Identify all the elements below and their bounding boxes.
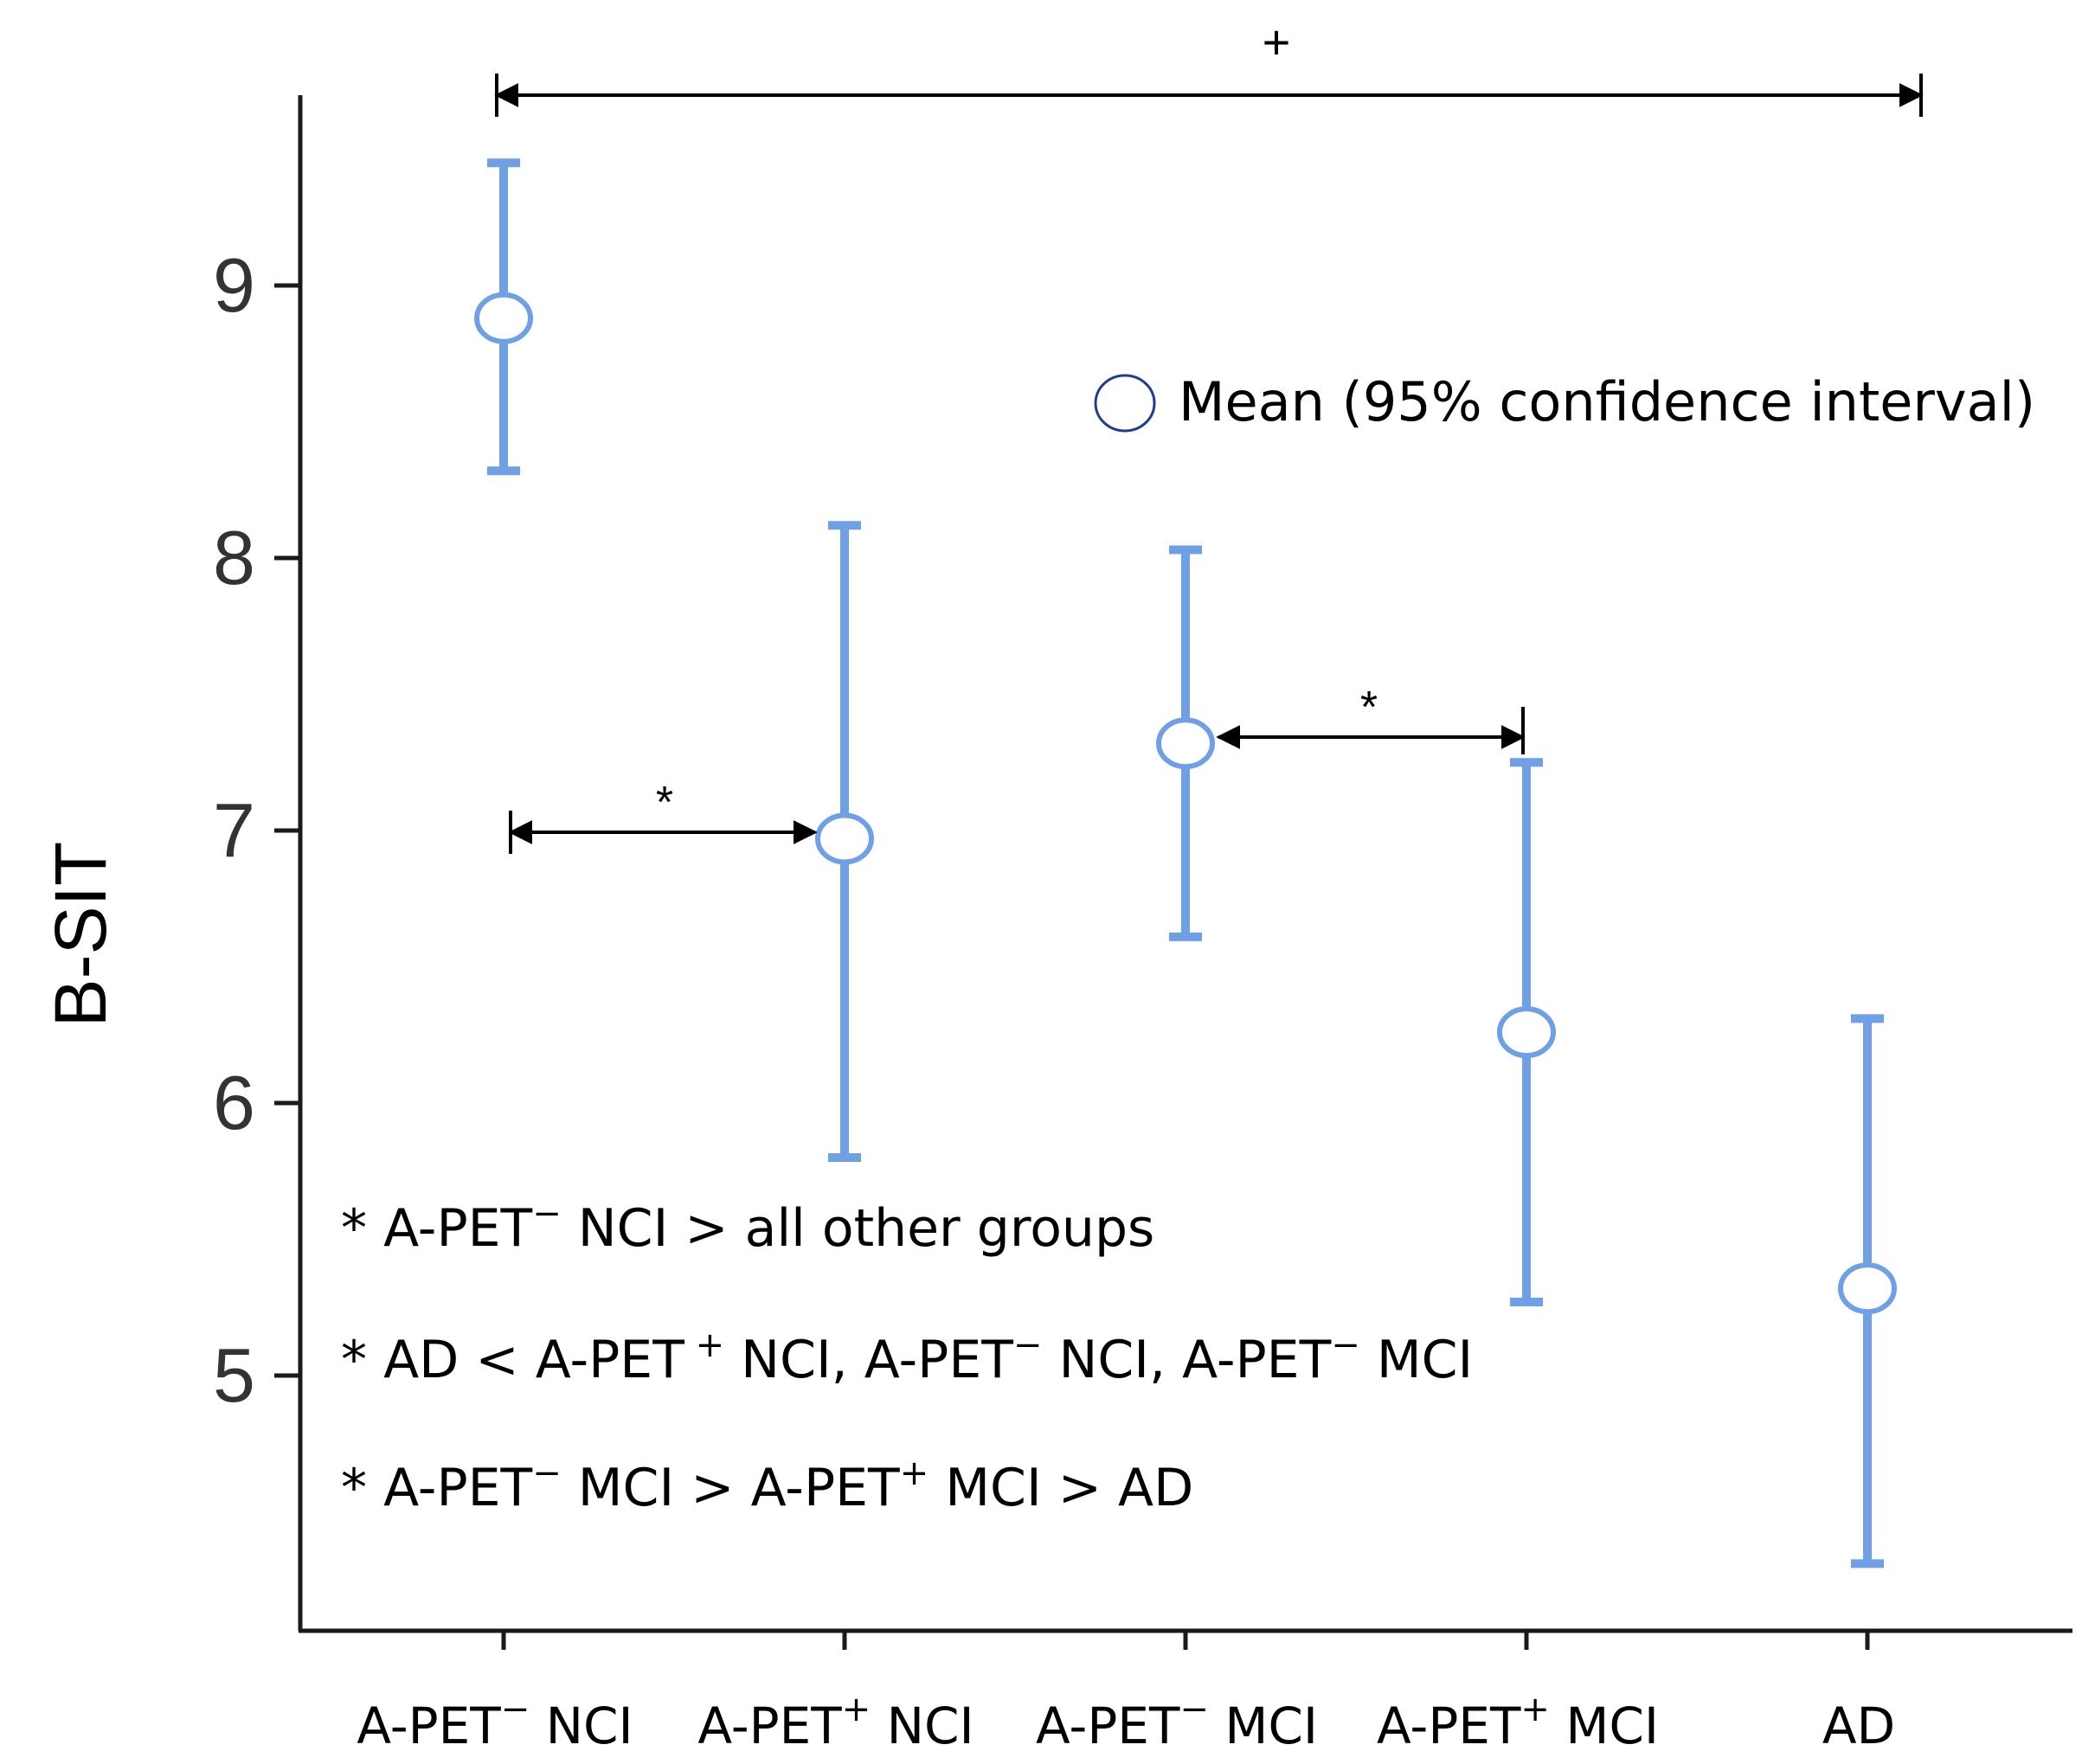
x-tick-label-1: A-PET− NCI xyxy=(357,1690,633,1755)
x-tick-label-base: A-PET xyxy=(357,1697,501,1755)
annotation-superscript: − xyxy=(1331,1325,1360,1365)
y-tick-label-6: 6 xyxy=(213,1060,255,1145)
annotation-superscript: + xyxy=(684,1325,724,1365)
annotation-line-2: * AD < A-PET + NCI, A-PET− NCI, A-PET− M… xyxy=(341,1325,1473,1390)
x-tick-label-suffix: NCI xyxy=(530,1697,633,1755)
x-tick-label-base: A-PET xyxy=(1377,1697,1521,1755)
annotation-text: AD < A-PET xyxy=(383,1330,684,1390)
x-tick-label-superscript: + xyxy=(1520,1690,1550,1729)
x-tick-label-3: A-PET− MCI xyxy=(1036,1690,1318,1755)
annotation-text: A-PET xyxy=(383,1198,532,1259)
data-series xyxy=(474,158,1897,1568)
annotation-superscript: − xyxy=(1013,1325,1043,1365)
annotation-text: NCI, A-PET xyxy=(724,1330,1013,1390)
error-bar-group-3 xyxy=(1156,545,1215,941)
significance-brackets: + * * xyxy=(494,15,1924,854)
x-tick-label-suffix: MCI xyxy=(1209,1697,1318,1755)
annotation-superscript: + xyxy=(900,1453,929,1493)
mean-marker xyxy=(474,292,533,344)
legend: Mean (95% confidence interval) xyxy=(1094,370,2035,433)
x-axis-tick-labels: A-PET− NCI A-PET+ NCI A-PET− MCI A-PET+ MCI… xyxy=(357,1690,1895,1755)
x-tick-label-suffix: NCI xyxy=(871,1697,974,1755)
legend-label: Mean (95% confidence interval) xyxy=(1179,370,2035,433)
error-bar-group-5 xyxy=(1838,1014,1897,1568)
mean-marker xyxy=(1156,717,1215,770)
mean-marker xyxy=(815,812,874,865)
annotation-text: NCI > all other groups xyxy=(562,1198,1155,1259)
annotation-text: NCI, A-PET xyxy=(1042,1330,1331,1390)
x-tick-label-5: AD xyxy=(1822,1697,1895,1755)
bracket-mci-comparison: * xyxy=(1216,683,1526,754)
annotation-text: MCI xyxy=(1360,1330,1473,1390)
annotation-text: MCI > A-PET xyxy=(562,1458,900,1518)
legend-marker-icon xyxy=(1094,374,1156,433)
annotation-marker: * xyxy=(341,1458,383,1518)
annotation-superscript: − xyxy=(532,1453,562,1493)
x-tick-label-suffix: MCI xyxy=(1550,1697,1659,1755)
x-tick-label-base: A-PET xyxy=(1036,1697,1180,1755)
annotation-superscript: − xyxy=(532,1194,562,1234)
annotation-text: MCI > AD xyxy=(929,1458,1193,1518)
x-tick-label-superscript: + xyxy=(842,1690,871,1729)
bracket-ncI-comparison: * xyxy=(508,778,818,854)
y-tick-label-8: 8 xyxy=(213,515,255,600)
x-tick-label-2: A-PET+ NCI xyxy=(697,1690,974,1755)
annotation-line-1: * A-PET− NCI > all other groups xyxy=(341,1194,1154,1259)
annotations: * A-PET− NCI > all other groups* AD < A-… xyxy=(341,1194,1473,1518)
x-tick-label-4: A-PET+ MCI xyxy=(1377,1690,1659,1755)
annotation-text: A-PET xyxy=(383,1458,532,1518)
x-tick-label-base: AD xyxy=(1822,1697,1895,1755)
annotation-marker: * xyxy=(341,1330,383,1390)
bracket-overall: + xyxy=(494,15,1924,117)
x-tick-label-superscript: − xyxy=(501,1690,530,1729)
y-tick-label-7: 7 xyxy=(213,787,255,873)
bracket-ncI-symbol: * xyxy=(656,778,673,828)
x-tick-label-superscript: − xyxy=(1179,1690,1209,1729)
error-bar-group-4 xyxy=(1497,758,1556,1306)
y-tick-label-5: 5 xyxy=(213,1332,255,1418)
mean-marker xyxy=(1497,1006,1556,1059)
x-tick-label-base: A-PET xyxy=(697,1697,842,1755)
annotation-line-3: * A-PET− MCI > A-PET+ MCI > AD xyxy=(341,1453,1193,1518)
error-bar-group-2 xyxy=(815,521,874,1162)
y-tick-label-9: 9 xyxy=(213,242,255,328)
annotation-marker: * xyxy=(341,1198,383,1259)
bracket-overall-symbol: + xyxy=(1263,15,1291,69)
bracket-mci-symbol: * xyxy=(1360,683,1378,733)
y-axis-ticks: 5 6 7 8 9 xyxy=(213,242,300,1418)
y-axis-label: B-SIT xyxy=(40,842,121,1028)
error-bar-group-1 xyxy=(474,158,533,476)
mean-marker xyxy=(1838,1262,1897,1315)
